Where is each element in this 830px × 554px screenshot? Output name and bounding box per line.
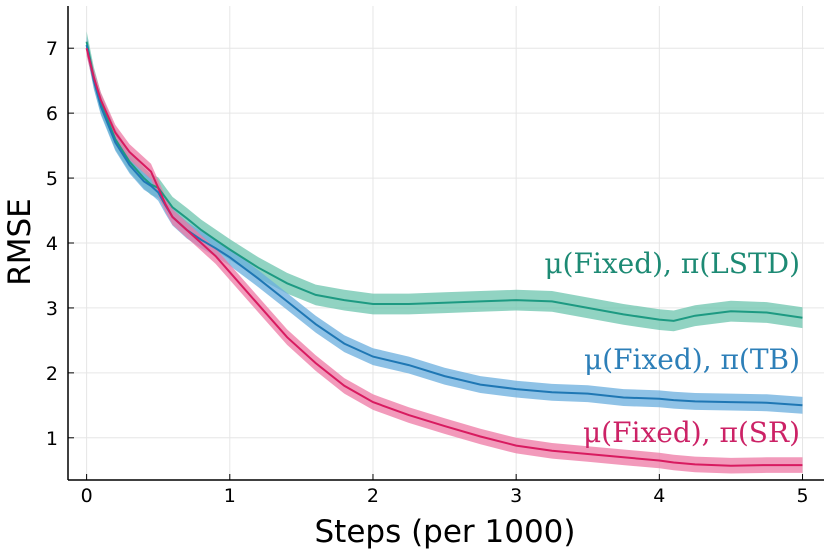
y-tick-label: 5 xyxy=(46,168,58,190)
x-tick-label: 3 xyxy=(510,485,522,507)
confidence-bands xyxy=(86,31,803,474)
line-series-2 xyxy=(85,47,803,467)
x-tick-label: 0 xyxy=(81,485,93,507)
series-label-sr: μ(Fixed), π(SR) xyxy=(583,416,800,449)
x-tick-label: 5 xyxy=(796,485,808,507)
x-tick-label: 1 xyxy=(224,485,236,507)
y-tick-label: 3 xyxy=(46,298,58,320)
x-tick-label: 4 xyxy=(653,485,665,507)
band-series-0 xyxy=(86,31,803,332)
series-lines xyxy=(85,41,803,467)
line-series-0 xyxy=(85,41,803,322)
y-tick-label: 7 xyxy=(46,38,58,60)
series-label-tb: μ(Fixed), π(TB) xyxy=(584,343,800,376)
y-axis-title: RMSE xyxy=(2,198,38,286)
tick-labels: 0 1 2 3 4 5 1 2 3 4 5 6 7 xyxy=(46,38,809,507)
axes xyxy=(67,6,824,481)
y-tick-label: 1 xyxy=(46,428,58,450)
line-series-1 xyxy=(85,44,803,407)
y-tick-label: 6 xyxy=(46,103,58,125)
y-tick-label: 4 xyxy=(46,233,58,255)
series-label-lstd: μ(Fixed), π(LSTD) xyxy=(544,247,800,280)
y-tick-label: 2 xyxy=(46,363,58,385)
x-axis-title: Steps (per 1000) xyxy=(314,514,575,550)
x-tick-label: 2 xyxy=(367,485,379,507)
